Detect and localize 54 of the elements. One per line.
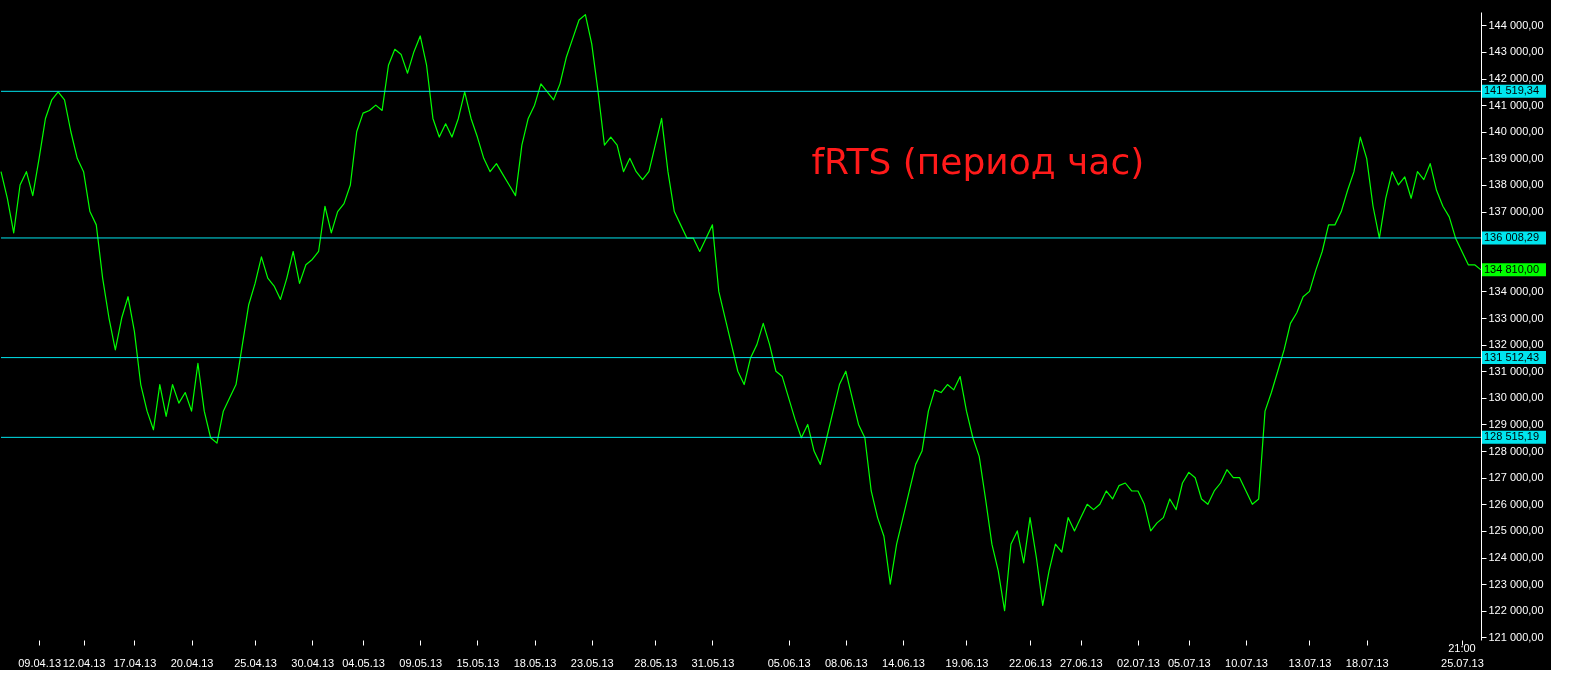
y-tick-label: 128 000,00 <box>1488 444 1544 457</box>
y-tick-label: 127 000,00 <box>1488 471 1544 484</box>
x-tick-label: 28.05.13 <box>634 656 678 669</box>
x-tick-label: 31.05.13 <box>691 656 735 669</box>
x-tick-label: 12.04.13 <box>62 656 106 669</box>
y-tick-label: 141 000,00 <box>1488 98 1544 111</box>
y-tick-label: 140 000,00 <box>1488 125 1544 138</box>
y-tick-label: 137 000,00 <box>1488 205 1544 218</box>
x-tick-label: 18.05.13 <box>513 656 557 669</box>
x-tick-label: 25.04.13 <box>234 656 277 669</box>
y-tick-label: 142 000,00 <box>1488 72 1544 85</box>
x-tick-label: 08.06.13 <box>824 656 868 669</box>
x-tick-label: 09.05.13 <box>399 656 443 669</box>
x-tick-label: 25.07.13 <box>1441 656 1484 669</box>
ref-line-label: 131 512,43 <box>1484 350 1540 363</box>
x-tick-label: 09.04.13 <box>18 656 62 669</box>
ref-line-label: 128 515,19 <box>1484 430 1540 443</box>
y-tick-label: 134 000,00 <box>1488 284 1544 297</box>
x-tick-label: 18.07.13 <box>1345 656 1389 669</box>
x-tick-label: 22.06.13 <box>1009 656 1052 669</box>
ref-line-label: 141 519,34 <box>1484 84 1540 97</box>
x-tick-label: 17.04.13 <box>113 656 157 669</box>
y-tick-label: 139 000,00 <box>1488 151 1544 164</box>
y-tick-label: 125 000,00 <box>1488 524 1544 537</box>
x-tick-label: 02.07.13 <box>1117 656 1160 669</box>
y-tick-label: 132 000,00 <box>1488 338 1544 351</box>
y-tick-label: 130 000,00 <box>1488 391 1544 404</box>
x-tick-label: 19.06.13 <box>945 656 989 669</box>
ref-line-label: 136 008,29 <box>1484 230 1540 243</box>
text: 21:00 <box>1448 642 1476 654</box>
x-tick-label: 05.06.13 <box>767 656 811 669</box>
y-tick-label: 129 000,00 <box>1488 417 1544 430</box>
text: 134 810,00 <box>1484 262 1540 275</box>
x-tick-label: 13.07.13 <box>1288 656 1332 669</box>
x-tick-label: 04.05.13 <box>342 656 385 669</box>
x-tick-label: 20.04.13 <box>170 656 214 669</box>
y-tick-label: 138 000,00 <box>1488 178 1544 191</box>
x-tick-label: 23.05.13 <box>570 656 614 669</box>
y-tick-label: 133 000,00 <box>1488 311 1544 324</box>
y-tick-label: 131 000,00 <box>1488 364 1544 377</box>
y-tick-label: 124 000,00 <box>1488 551 1544 564</box>
x-tick-label: 15.05.13 <box>456 656 500 669</box>
y-tick-label: 126 000,00 <box>1488 497 1544 510</box>
y-tick-label: 144 000,00 <box>1488 18 1544 31</box>
x-tick-label: 27.06.13 <box>1059 656 1103 669</box>
y-tick-label: 123 000,00 <box>1488 577 1544 590</box>
x-tick-label: 05.07.13 <box>1167 656 1211 669</box>
x-tick-label: 14.06.13 <box>882 656 925 669</box>
x-tick-label: 30.04.13 <box>291 656 335 669</box>
y-tick-label: 143 000,00 <box>1488 45 1544 58</box>
y-tick-label: 121 000,00 <box>1488 630 1544 643</box>
x-tick-label: 10.07.13 <box>1225 656 1268 669</box>
y-tick-label: 122 000,00 <box>1488 604 1544 617</box>
text: fRTS (период час) <box>811 140 1145 182</box>
